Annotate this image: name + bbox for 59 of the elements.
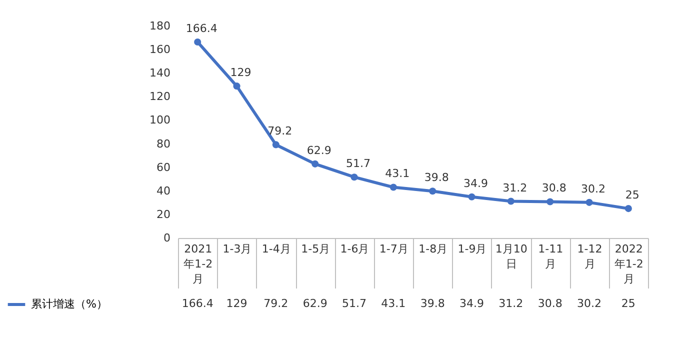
y-tick-label: 120 bbox=[150, 90, 170, 104]
point bbox=[233, 82, 240, 90]
y-tick-label: 180 bbox=[150, 20, 170, 32]
x-tick-label: 1-7月 bbox=[379, 242, 408, 256]
text: 30.2 bbox=[581, 182, 606, 196]
x-tick-label: 1-3月 bbox=[222, 242, 252, 256]
text: 31.2 bbox=[502, 181, 528, 194]
text: 30.8 bbox=[542, 182, 566, 195]
y-tick-label: 20 bbox=[156, 208, 170, 221]
data-label: 30.8 bbox=[538, 297, 562, 310]
x-tick-label: 1月10日 bbox=[495, 242, 528, 270]
text: 51.7 bbox=[346, 157, 370, 170]
data-label: 39.8 bbox=[420, 297, 445, 310]
text: 25 bbox=[625, 188, 640, 202]
point bbox=[350, 174, 358, 181]
data-label: 62.9 bbox=[302, 297, 328, 310]
text: 62.9 bbox=[306, 144, 332, 157]
x-tick-label: 1-6月 bbox=[340, 242, 370, 256]
point bbox=[312, 160, 319, 168]
text: 166.4 bbox=[186, 22, 218, 36]
x-tick-label: 1-4月 bbox=[262, 242, 291, 256]
text: 34.9 bbox=[464, 176, 488, 190]
data-label: 129 bbox=[226, 297, 248, 310]
x-tick-label: 1-9月 bbox=[458, 242, 487, 256]
point bbox=[272, 141, 280, 148]
data-label: 25 bbox=[621, 297, 636, 310]
y-tick-label: 160 bbox=[150, 43, 170, 56]
legend-label: 累计增速（%） bbox=[31, 298, 108, 310]
text: 129 bbox=[230, 66, 252, 80]
x-tick-label: 1-11月 bbox=[538, 242, 564, 270]
y-tick-label: 80 bbox=[156, 137, 170, 150]
y-tick-label: 100 bbox=[150, 114, 170, 127]
x-tick-label: 1-12月 bbox=[577, 242, 602, 270]
text: 43.1 bbox=[385, 167, 410, 180]
text: 39.8 bbox=[424, 171, 449, 184]
data-label: 31.2 bbox=[498, 297, 524, 310]
x-tick-label: 2022年1-2月 bbox=[614, 242, 644, 286]
y-tick-label: 40 bbox=[156, 184, 170, 198]
x-tick-label: 1-5月 bbox=[301, 242, 330, 256]
text: 79.2 bbox=[268, 124, 292, 138]
data-label: 166.4 bbox=[182, 297, 214, 310]
point bbox=[468, 193, 476, 200]
data-label: 43.1 bbox=[381, 297, 406, 310]
data-label: 51.7 bbox=[342, 297, 366, 310]
x-tick-label: 1-8月 bbox=[418, 242, 448, 256]
point bbox=[390, 184, 397, 191]
data-label: 30.2 bbox=[577, 297, 602, 310]
y-tick-label: 60 bbox=[156, 160, 170, 174]
point bbox=[586, 198, 593, 206]
point bbox=[546, 198, 554, 206]
point bbox=[194, 38, 202, 46]
data-label: 79.2 bbox=[264, 297, 288, 310]
point bbox=[624, 205, 632, 212]
y-tick-label: 140 bbox=[150, 66, 170, 80]
y-tick-label: 0 bbox=[164, 232, 170, 244]
data-label: 34.9 bbox=[460, 297, 484, 310]
point bbox=[507, 198, 514, 205]
point bbox=[429, 188, 436, 195]
x-tick-label: 2021年1-2月 bbox=[184, 242, 213, 286]
